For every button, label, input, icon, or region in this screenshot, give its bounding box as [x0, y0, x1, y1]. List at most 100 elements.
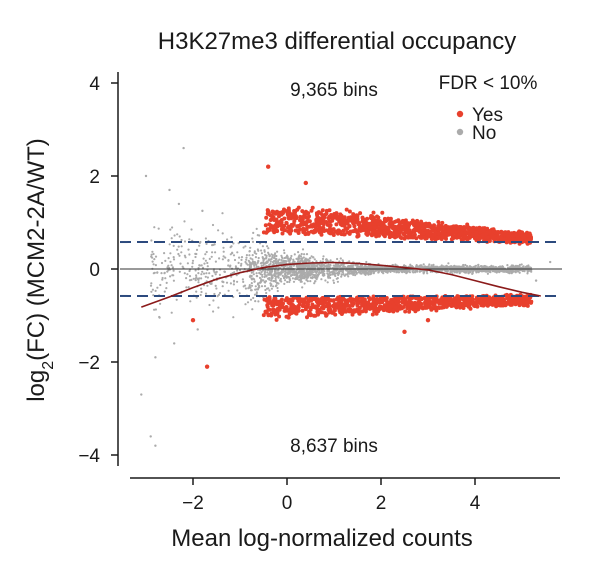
point-yes-up	[504, 239, 509, 244]
point-no	[178, 270, 181, 273]
point-yes-down	[328, 304, 332, 309]
point-yes-down	[403, 297, 408, 302]
point-no	[232, 279, 236, 282]
point-no	[332, 269, 335, 272]
point-yes-down	[363, 305, 368, 310]
point-yes-down	[416, 300, 421, 305]
point-no	[488, 270, 491, 273]
point-no	[334, 274, 337, 278]
point-yes-down	[506, 300, 511, 305]
point-yes-outlier	[266, 164, 271, 169]
point-no	[198, 244, 201, 247]
point-yes-up	[379, 221, 384, 225]
point-no	[238, 269, 242, 272]
point-no	[222, 246, 225, 249]
point-no	[414, 270, 417, 273]
point-no	[262, 279, 265, 282]
point-no	[195, 296, 198, 299]
point-no	[336, 266, 339, 269]
point-no	[175, 298, 178, 301]
point-no	[178, 254, 181, 257]
point-yes-down	[452, 303, 457, 308]
point-no	[352, 270, 355, 273]
point-no	[198, 264, 201, 267]
point-no	[293, 253, 296, 256]
point-yes-up	[428, 223, 433, 228]
point-yes-up	[369, 233, 374, 238]
point-no-outlier	[534, 279, 538, 282]
point-yes-down	[377, 307, 382, 311]
point-yes-down	[301, 302, 306, 307]
y-axis-label: log2(FC) (MCM2-2A/WT)	[23, 138, 57, 402]
point-no	[446, 269, 449, 272]
point-no	[275, 254, 278, 258]
point-no	[218, 257, 221, 260]
point-yes-down	[486, 300, 491, 305]
point-yes-down	[336, 295, 341, 300]
point-no	[259, 273, 262, 276]
point-no	[280, 270, 283, 273]
point-no	[159, 283, 162, 287]
point-yes-up	[390, 234, 395, 239]
point-no	[340, 275, 343, 278]
point-no	[183, 272, 186, 275]
point-no	[520, 263, 523, 266]
point-yes-up	[284, 220, 289, 225]
point-yes-down	[324, 312, 329, 317]
y-tick-label: 4	[89, 74, 100, 95]
point-yes-up	[327, 223, 332, 228]
point-yes-down	[333, 312, 338, 317]
point-no	[332, 279, 335, 282]
point-no	[261, 275, 264, 278]
point-no	[191, 259, 195, 262]
point-no	[224, 256, 227, 259]
point-no	[150, 239, 153, 242]
point-yes-up	[341, 228, 346, 233]
point-no	[229, 282, 232, 285]
point-no	[260, 271, 263, 274]
point-no	[298, 271, 301, 274]
point-no	[275, 262, 278, 266]
point-yes-up	[448, 225, 453, 230]
point-no	[372, 266, 375, 269]
point-no	[308, 266, 311, 269]
point-yes-down	[525, 296, 529, 301]
point-yes-up	[318, 211, 323, 216]
point-no	[255, 272, 258, 275]
point-no	[267, 253, 270, 256]
point-no	[257, 256, 260, 260]
point-yes-outlier	[425, 317, 431, 323]
point-no	[251, 254, 254, 257]
legend-no-label: No	[472, 123, 496, 144]
point-yes-up	[472, 236, 477, 241]
point-no	[250, 289, 253, 292]
point-yes-up	[293, 228, 298, 233]
point-no	[496, 269, 499, 272]
point-yes-down	[284, 298, 288, 303]
point-no	[255, 274, 258, 278]
point-no	[415, 264, 418, 267]
point-yes-up	[338, 220, 343, 224]
point-no	[216, 295, 219, 298]
point-no	[359, 272, 362, 275]
point-yes-up	[278, 219, 283, 224]
legend-no-marker	[456, 128, 464, 136]
point-yes-up	[427, 234, 432, 238]
point-no	[274, 252, 277, 255]
point-no	[204, 253, 207, 256]
point-no	[278, 266, 281, 269]
point-no	[322, 274, 325, 277]
point-yes-outlier	[190, 317, 196, 323]
point-yes-down	[437, 306, 442, 310]
y-axis-label-log: log	[23, 370, 50, 402]
point-no	[354, 270, 357, 274]
point-no	[318, 271, 321, 274]
point-yes-up	[347, 209, 352, 214]
point-yes-up	[411, 235, 416, 240]
point-yes-up	[440, 220, 445, 225]
point-yes-down	[388, 305, 392, 310]
point-no	[440, 264, 443, 267]
point-no	[311, 276, 314, 279]
point-no	[176, 233, 179, 236]
